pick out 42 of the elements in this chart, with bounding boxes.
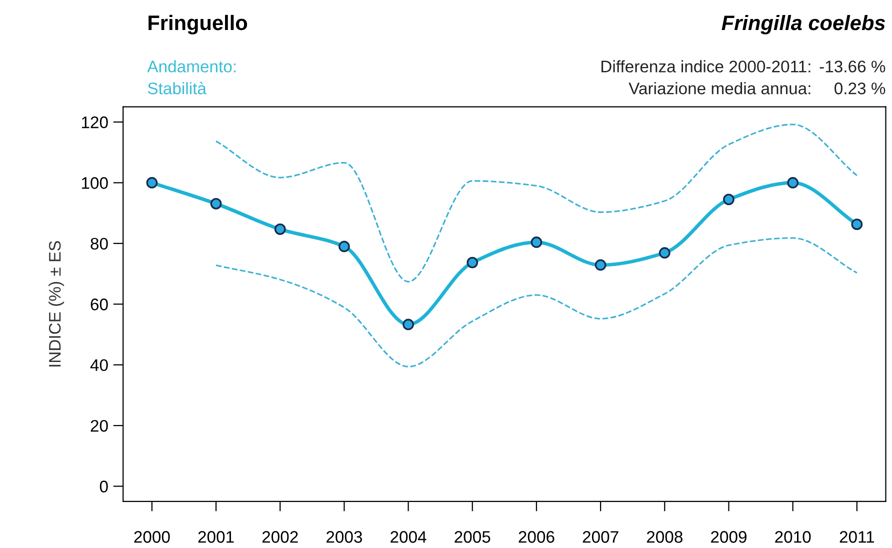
point (594, 259, 606, 271)
point (338, 240, 350, 252)
x-tick-label: 2007 (582, 531, 618, 543)
x-tick-label: 2003 (326, 531, 362, 543)
x-tick-label: 2010 (775, 531, 811, 543)
x-tick-label: 2006 (518, 531, 554, 543)
point (851, 218, 863, 230)
y-axis-title: INDICE (%) ± ES (48, 241, 64, 366)
y-tick-label: 0 (100, 480, 108, 492)
point (530, 236, 542, 248)
y-tick-label: 20 (90, 420, 108, 432)
x-tick-label: 2004 (390, 531, 426, 543)
text: Stabilità (148, 82, 206, 94)
x-tick-label: 2001 (198, 531, 234, 543)
x-tick-label: 2011 (840, 531, 874, 543)
point (210, 198, 222, 210)
y-tick-label: 120 (82, 116, 108, 128)
point (723, 194, 734, 206)
y-tick-label: 60 (90, 298, 108, 310)
x-tick-label: 2000 (134, 531, 170, 543)
y-tick-label: 40 (90, 359, 108, 372)
text: -13.66 % (820, 60, 886, 72)
text: Variazione media annua: (628, 82, 810, 94)
y-tick-label: 100 (82, 177, 108, 189)
line-series (215, 124, 858, 282)
x-tick-label: 2009 (711, 531, 746, 543)
text: 0.23 % (834, 82, 886, 94)
x-tick-label: 2008 (646, 531, 682, 543)
line-series (215, 237, 858, 368)
chart-title: Fringuello (148, 14, 248, 34)
x-tick-label: 2002 (262, 531, 298, 543)
text: Differenza indice 2000-2011: (602, 60, 810, 72)
text: Andamento: (147, 60, 236, 72)
point (274, 223, 286, 235)
point (402, 318, 414, 330)
y-tick-label: 80 (90, 238, 108, 250)
point (658, 247, 670, 259)
chart-subtitle: Fringilla coelebs (722, 14, 886, 34)
point (466, 256, 478, 268)
point (787, 177, 799, 188)
x-tick-label: 2005 (454, 531, 490, 543)
point (146, 177, 158, 188)
